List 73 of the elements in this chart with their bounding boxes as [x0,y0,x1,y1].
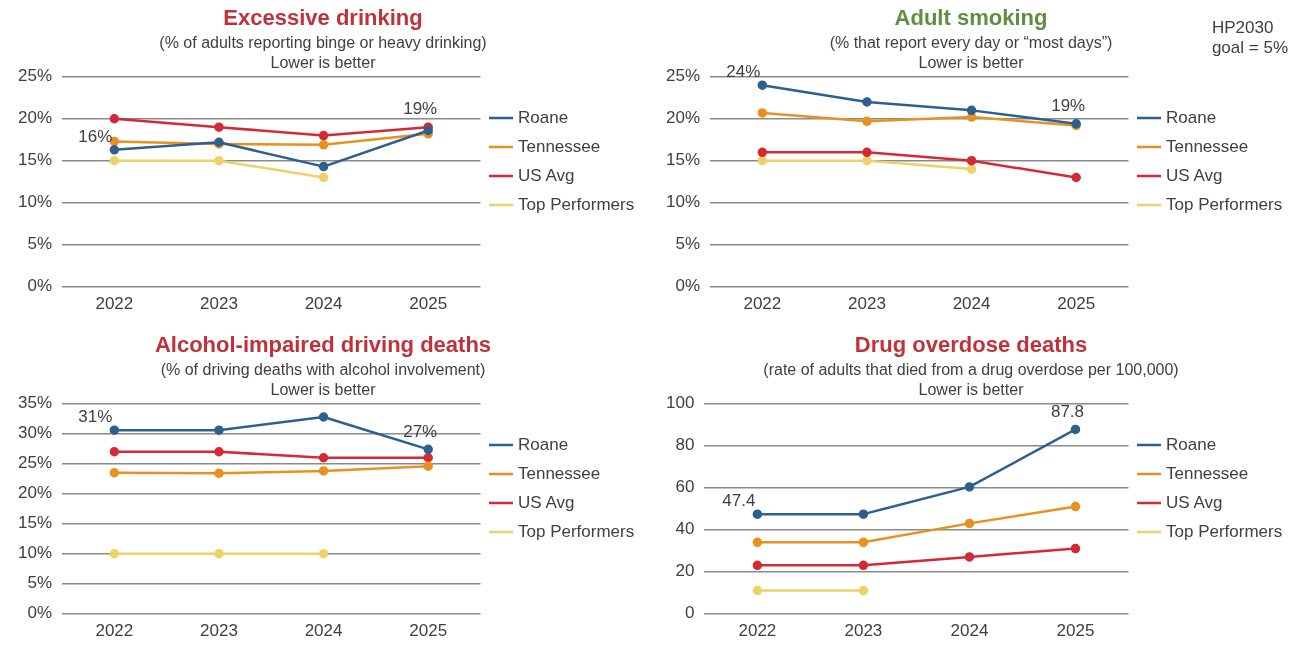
y-tick-label: 10% [17,543,53,563]
text: HP2030 goal = 5% [1211,18,1288,58]
legend-label: Top Performers [1166,194,1283,214]
chart-title: Adult smoking [894,5,1048,31]
x-tick-label: 2024 [952,294,991,314]
chart-title: Excessive drinking [223,5,423,31]
x-tick-label: 2025 [1056,621,1095,641]
y-tick-label: 15% [17,150,53,170]
x-tick-label: 2025 [409,621,448,641]
legend-label: US Avg [1166,492,1223,512]
legend-label: Roane [1166,107,1217,127]
legend-label: Tennessee [1166,136,1249,156]
y-tick-label: 0% [27,276,53,296]
y-tick-label: 40 [675,519,695,539]
legend-label: Tennessee [518,136,601,156]
y-tick-label: 10% [17,192,53,212]
x-tick-label: 2024 [304,621,343,641]
y-tick-label: 60 [675,477,695,497]
y-tick-label: 20 [675,561,695,581]
y-tick-label: 100 [665,393,695,413]
y-tick-label: 5% [27,573,53,593]
y-tick-label: 15% [17,513,53,533]
x-tick-label: 2023 [200,294,238,314]
y-tick-label: 15% [665,150,701,170]
legend-label: Tennessee [518,463,601,483]
x-tick-label: 2025 [409,294,448,314]
y-tick-label: 0% [675,276,701,296]
y-tick-label: 20% [665,108,701,128]
x-tick-label: 2023 [200,621,238,641]
x-tick-label: 2024 [950,621,989,641]
chart-title: Alcohol-impaired driving deaths [154,332,492,358]
x-tick-label: 2022 [743,294,782,314]
legend-label: Roane [518,434,569,454]
x-tick-label: 2023 [848,294,886,314]
y-tick-label: 20% [17,108,53,128]
x-tick-label: 2022 [95,294,134,314]
legend-label: US Avg [518,165,575,185]
legend-label: Roane [1166,434,1217,454]
legend-label: Top Performers [1166,521,1283,541]
y-tick-label: 30% [17,423,53,443]
annotation: 47.4 [722,491,756,511]
annotation: 19% [403,99,438,119]
annotation: 31% [78,407,113,427]
y-tick-label: 5% [675,234,701,254]
x-tick-label: 2024 [304,294,343,314]
chart-title: Drug overdose deaths [854,332,1088,358]
y-tick-label: 0% [27,603,53,623]
y-tick-label: 25% [665,66,701,86]
x-tick-label: 2023 [844,621,883,641]
chart-subtitle: (rate of adults that died from a drug overdose per 100,000) Lower is better [763,361,1179,398]
y-tick-label: 0 [684,603,695,623]
legend-label: US Avg [518,492,575,512]
legend-label: Top Performers [518,521,635,541]
x-tick-label: 2022 [95,621,134,641]
annotation: 16% [78,127,113,146]
y-tick-label: 10% [665,192,701,212]
annotation: 19% [1051,95,1086,115]
legend-label: Roane [518,107,569,127]
y-tick-label: 25% [17,453,53,473]
chart-subtitle: (% that report every day or “most days”) Lower is better [829,34,1113,71]
y-tick-label: 20% [17,483,53,503]
x-tick-label: 2025 [1057,294,1096,314]
y-tick-label: 35% [17,393,53,413]
y-tick-label: 25% [17,66,53,86]
legend-label: Tennessee [1166,463,1249,483]
y-tick-label: 5% [27,234,53,254]
y-tick-label: 80 [675,435,695,455]
legend-label: Top Performers [518,194,635,214]
chart-subtitle: (% of adults reporting binge or heavy drinking) Lower is better [159,34,487,71]
x-tick-label: 2022 [738,621,777,641]
annotation: 87.8 [1050,401,1085,421]
legend-label: US Avg [1166,165,1223,185]
chart-subtitle: (% of driving deaths with alcohol involvement) Lower is better [160,361,486,398]
